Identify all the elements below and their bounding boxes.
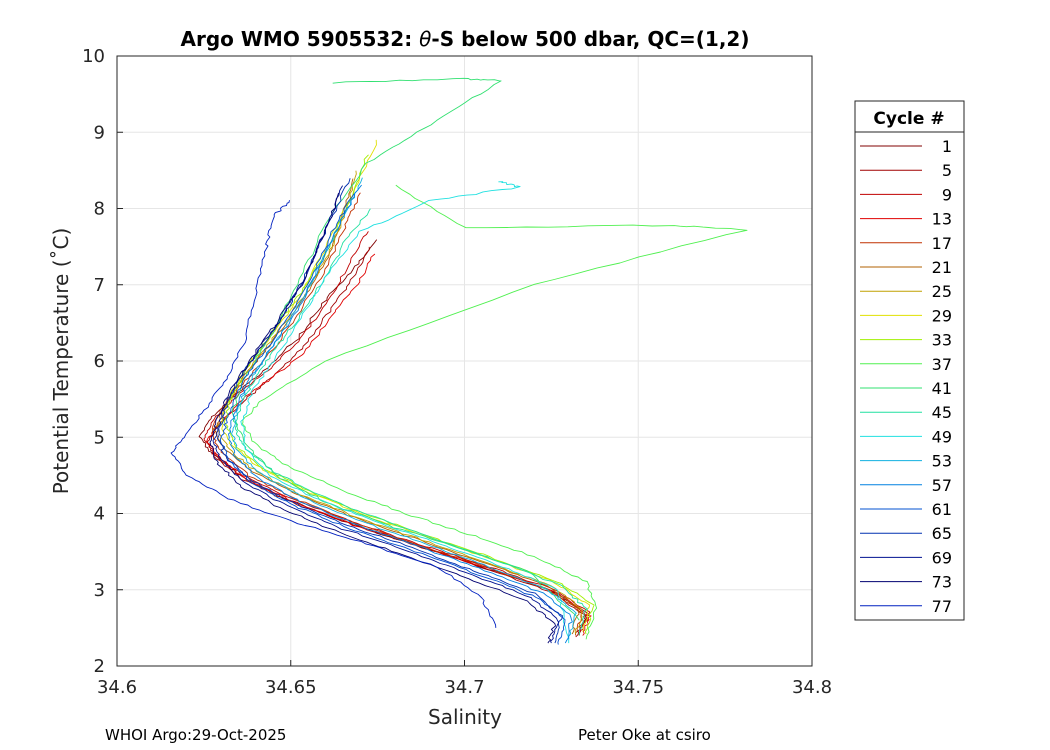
legend-label-cycle-69: 69	[932, 548, 952, 567]
y-tick-label: 5	[94, 427, 105, 448]
legend-label-cycle-1: 1	[942, 137, 952, 156]
legend-label-cycle-9: 9	[942, 185, 952, 204]
legend-label-cycle-45: 45	[932, 403, 952, 422]
y-tick-label: 9	[94, 122, 105, 143]
legend-label-cycle-65: 65	[932, 524, 952, 543]
series-line-cycle-57	[228, 184, 573, 644]
legend-label-cycle-53: 53	[932, 452, 952, 471]
legend-title: Cycle #	[873, 109, 944, 129]
legend-label-cycle-33: 33	[932, 331, 952, 350]
series-line-cycle-77	[170, 200, 497, 628]
y-tick-label: 3	[94, 580, 105, 601]
y-tick-label: 8	[94, 199, 105, 220]
x-tick-label: 34.7	[444, 677, 484, 698]
grid	[117, 56, 812, 666]
series-line-cycle-17	[211, 192, 583, 636]
y-tick-label: 7	[94, 275, 105, 296]
series-line-cycle-29	[221, 139, 590, 632]
x-ticks: 34.6 34.65 34.7 34.75 34.8	[97, 660, 832, 698]
series-line-cycle-9	[203, 231, 591, 636]
legend-label-cycle-57: 57	[932, 476, 952, 495]
x-tick-label: 34.6	[97, 677, 137, 698]
legend-label-cycle-25: 25	[932, 282, 952, 301]
series-line-cycle-53	[231, 177, 577, 640]
x-tick-label: 34.75	[612, 677, 664, 698]
y-tick-label: 6	[94, 351, 105, 372]
footer-left: WHOI Argo:29-Oct-2025	[105, 726, 286, 744]
x-axis-label: Salinity	[428, 705, 502, 729]
legend-label-cycle-37: 37	[932, 355, 952, 374]
y-tick-label: 10	[82, 46, 105, 67]
y-ticks: 2 3 4 5 6 7 8 9 10	[82, 46, 123, 677]
legend-label-cycle-21: 21	[932, 258, 952, 277]
legend-label-cycle-77: 77	[932, 597, 952, 616]
series-line-cycle-37	[242, 184, 748, 640]
footer-right: Peter Oke at csiro	[578, 726, 711, 744]
legend-label-cycle-41: 41	[932, 379, 952, 398]
legend-label-cycle-13: 13	[932, 210, 952, 229]
legend-label-cycle-73: 73	[932, 573, 952, 592]
series-line-cycle-25	[217, 170, 583, 635]
legend-label-cycle-5: 5	[942, 161, 952, 180]
series-line-cycle-49	[240, 181, 570, 644]
legend-label-cycle-29: 29	[932, 306, 952, 325]
x-tick-label: 34.8	[792, 677, 832, 698]
y-tick-label: 2	[94, 656, 105, 677]
legend-label-cycle-49: 49	[932, 427, 952, 446]
y-tick-label: 4	[94, 504, 105, 525]
series-line-cycle-61	[220, 193, 566, 645]
legend: Cycle # 1 5 9 13 17 21 25 29 33 37 41 45 49 53 57 61 65 6…	[854, 100, 965, 621]
chart-title: Argo WMO 5905532: θ-S below 500 dbar, QC…	[181, 27, 750, 51]
series-line-cycle-73	[209, 192, 556, 644]
legend-label-cycle-17: 17	[932, 234, 952, 253]
x-tick-label: 34.65	[265, 677, 317, 698]
series-lines	[170, 77, 748, 645]
series-line-cycle-65	[216, 178, 564, 644]
legend-label-cycle-61: 61	[932, 500, 952, 519]
y-axis-label: Potential Temperature (˚C)	[49, 228, 73, 495]
legend-items: 1 5 9 13 17 21 25 29 33 37 41 45 49 53 57 61 65 69 73 77	[860, 137, 952, 616]
